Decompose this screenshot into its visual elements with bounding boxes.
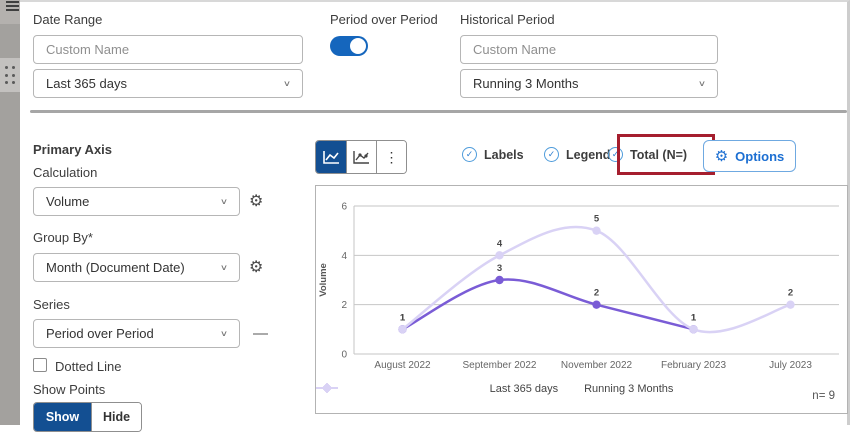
- total-n-toggle[interactable]: ✓ Total (N=): [608, 147, 687, 162]
- series-selected-value: Period over Period: [46, 326, 154, 341]
- data-label: 1: [691, 312, 697, 323]
- calculation-label: Calculation: [33, 165, 98, 180]
- data-point[interactable]: [689, 325, 698, 334]
- line-chart: 0 2 4 6 Volume August 2022 September 2022 Novem…: [318, 202, 839, 371]
- chart-legend: Last 365 days Running 3 Months: [316, 383, 847, 395]
- line-chart-panel: 0 2 4 6 Volume August 2022 September 2022 Novem…: [315, 185, 848, 414]
- options-button-label: Options: [735, 148, 785, 164]
- section-divider: [30, 110, 847, 113]
- vertical-ellipsis-icon: ⋮: [384, 148, 399, 165]
- y-tick-label: 2: [341, 300, 347, 311]
- group-by-selected-value: Month (Document Date): [46, 260, 185, 275]
- x-tick-label: July 2023: [769, 360, 812, 371]
- data-label: 4: [497, 238, 503, 249]
- chevron-down-icon: ∨: [219, 263, 229, 272]
- x-tick-label: February 2023: [661, 360, 726, 371]
- line-points-chart-type-button[interactable]: [346, 141, 376, 173]
- labels-toggle[interactable]: ✓ Labels: [462, 147, 524, 162]
- legend-item[interactable]: Running 3 Months: [316, 383, 674, 395]
- data-label: 2: [788, 288, 793, 299]
- date-range-select[interactable]: Last 365 days ∨: [33, 69, 303, 98]
- sample-size-label: n= 9: [812, 390, 835, 402]
- data-point[interactable]: [398, 325, 407, 334]
- chevron-down-icon: ∨: [697, 79, 707, 88]
- labels-toggle-label: Labels: [484, 147, 524, 162]
- show-points-label: Show Points: [33, 382, 106, 397]
- line-chart-icon: [322, 151, 339, 164]
- calculation-select[interactable]: Volume ∨: [33, 187, 240, 216]
- data-point[interactable]: [495, 275, 504, 285]
- check-circle-icon: ✓: [544, 147, 559, 162]
- primary-axis-heading: Primary Axis: [33, 142, 113, 157]
- line-chart-type-button[interactable]: [316, 141, 346, 173]
- total-n-toggle-label: Total (N=): [630, 147, 688, 162]
- dotted-line-label: Dotted Line: [55, 359, 122, 374]
- series-line: [401, 278, 694, 331]
- date-range-custom-name-input[interactable]: [33, 35, 303, 64]
- series-select[interactable]: Period over Period ∨: [33, 319, 240, 348]
- remove-series-button[interactable]: —: [253, 325, 268, 342]
- group-by-select[interactable]: Month (Document Date) ∨: [33, 253, 240, 282]
- y-tick-label: 0: [341, 350, 347, 361]
- chevron-down-icon: ∨: [219, 197, 229, 206]
- data-label: 1: [691, 312, 697, 323]
- drag-handle-icon[interactable]: [5, 66, 16, 86]
- y-tick-label: 4: [341, 251, 347, 262]
- data-label: 1: [400, 312, 406, 323]
- check-circle-icon: ✓: [462, 147, 477, 162]
- legend-toggle[interactable]: ✓ Legend: [544, 147, 610, 162]
- legend-item[interactable]: Last 365 days: [316, 383, 559, 395]
- data-point[interactable]: [592, 300, 601, 309]
- show-points-show-button[interactable]: Show: [34, 403, 91, 431]
- dotted-line-checkbox[interactable]: [33, 358, 47, 372]
- calculation-settings-gear-icon[interactable]: ⚙: [249, 193, 264, 210]
- chevron-down-icon: ∨: [219, 329, 229, 338]
- options-button[interactable]: ⚙ Options: [703, 140, 796, 172]
- data-label: 3: [497, 263, 502, 274]
- group-by-settings-gear-icon[interactable]: ⚙: [249, 259, 264, 276]
- hamburger-icon[interactable]: [6, 1, 19, 12]
- chevron-down-icon: ∨: [282, 79, 292, 88]
- data-point[interactable]: [786, 300, 795, 309]
- data-label: 5: [594, 214, 600, 225]
- date-range-label: Date Range: [33, 12, 103, 27]
- series-line: [401, 225, 791, 334]
- historical-period-custom-name-input[interactable]: [460, 35, 718, 64]
- y-tick-label: 6: [341, 202, 347, 213]
- historical-period-selected-value: Running 3 Months: [473, 76, 579, 91]
- left-rail: [0, 0, 20, 425]
- check-circle-icon: ✓: [608, 147, 623, 162]
- gear-icon: ⚙: [714, 147, 729, 165]
- legend-label: Running 3 Months: [584, 383, 674, 395]
- legend-toggle-label: Legend: [566, 147, 611, 162]
- legend-marker-icon: [316, 383, 338, 393]
- widget-config-panel: Date Range Last 365 days ∨ Period over P…: [20, 0, 850, 432]
- date-range-selected-value: Last 365 days: [46, 76, 127, 91]
- series-label: Series: [33, 297, 70, 312]
- y-axis-title: Volume: [318, 263, 329, 297]
- calculation-selected-value: Volume: [46, 194, 90, 209]
- x-tick-label: November 2022: [561, 360, 633, 371]
- toggle-knob: [350, 38, 366, 54]
- data-label: 1: [400, 312, 406, 323]
- historical-period-label: Historical Period: [460, 12, 555, 27]
- chart-more-options-button[interactable]: ⋮: [376, 141, 406, 173]
- data-label: 2: [594, 288, 599, 299]
- period-over-period-label: Period over Period: [330, 12, 438, 27]
- period-over-period-toggle[interactable]: [330, 36, 368, 56]
- line-points-chart-icon: [353, 151, 369, 164]
- legend-label: Last 365 days: [489, 383, 559, 395]
- x-tick-label: August 2022: [374, 360, 431, 371]
- show-points-hide-button[interactable]: Hide: [91, 403, 141, 431]
- x-tick-label: September 2022: [463, 360, 537, 371]
- group-by-label: Group By*: [33, 230, 93, 245]
- data-point[interactable]: [592, 226, 601, 235]
- historical-period-select[interactable]: Running 3 Months ∨: [460, 69, 718, 98]
- data-point[interactable]: [495, 251, 504, 260]
